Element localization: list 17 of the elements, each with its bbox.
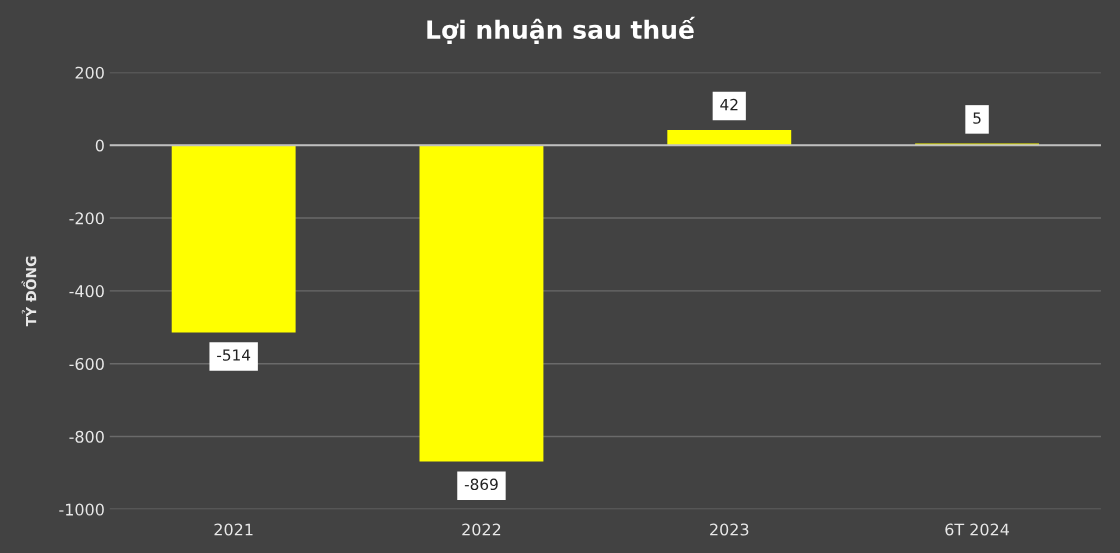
- x-tick-label: 6T 2024: [945, 523, 1009, 536]
- y-tick-label: -1000: [59, 503, 104, 516]
- x-tick-label: 2022: [462, 523, 501, 536]
- y-tick-label: -200: [69, 212, 104, 225]
- y-tick-label: -400: [69, 285, 104, 298]
- x-tick-label: 2021: [214, 523, 253, 536]
- x-tick-label: 2023: [710, 523, 749, 536]
- data-label: 42: [720, 98, 738, 111]
- y-tick-label: 200: [75, 66, 104, 79]
- y-tick-label: 0: [95, 139, 104, 152]
- data-label: -869: [464, 478, 498, 491]
- y-axis-title: TỶ ĐỒNG: [21, 256, 37, 327]
- y-tick-label: -600: [69, 357, 104, 370]
- chart-title: Lợi nhuận sau thuế: [427, 16, 696, 45]
- data-label: 5: [973, 112, 981, 124]
- data-label: -514: [217, 349, 251, 361]
- y-tick-label: -800: [69, 430, 104, 443]
